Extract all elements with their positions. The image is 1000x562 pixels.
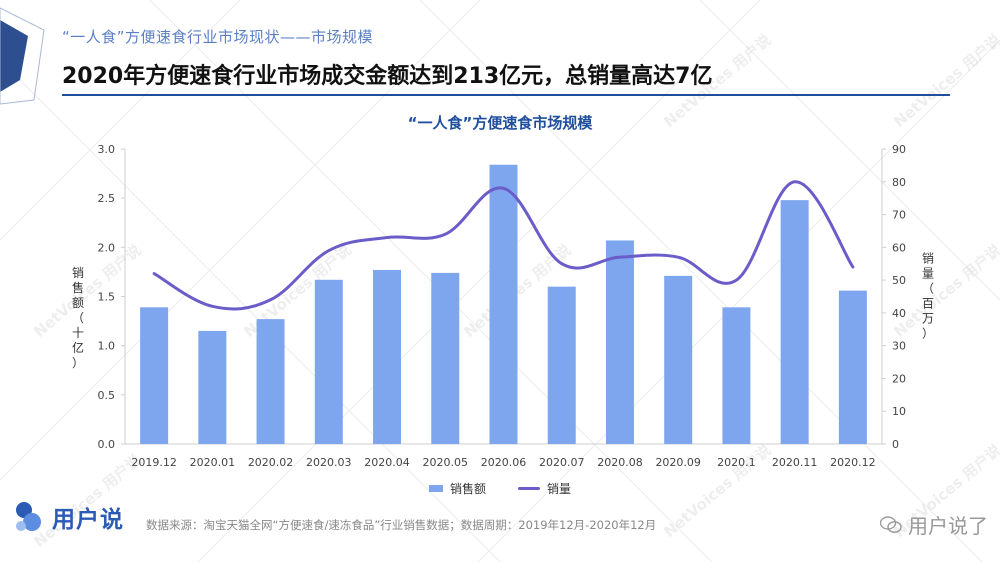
bar [780,200,809,444]
bar [140,307,169,444]
y-tick-label-left: 0.5 [98,389,116,402]
corner-decoration [0,7,45,105]
brand-logo: 用户说 [12,500,124,534]
y-tick-label-left: 1.5 [98,291,116,304]
y-tick-label-right: 70 [892,209,906,222]
x-tick-label: 2020.11 [772,456,818,469]
y-tick-label-left: 2.0 [98,241,116,254]
x-tick-label: 2020.12 [830,456,876,469]
bar [838,290,867,444]
legend-label: 销量 [547,482,572,496]
y-tick-label-right: 20 [892,372,906,385]
y-axis-title-left: 销售额（十亿） [72,266,84,370]
title-divider [62,94,950,96]
bar [314,279,343,444]
y-tick-label-left: 1.0 [98,340,116,353]
x-tick-label: 2020.05 [423,456,469,469]
x-tick-label: 2020.02 [248,456,294,469]
y-tick-label-right: 10 [892,405,906,418]
sales-volume-line [152,180,855,311]
y-tick-label-right: 50 [892,274,906,287]
y-axis-title-right: 销量（百万） [922,252,934,341]
bar [431,272,460,444]
legend-label: 销售额 [449,482,486,496]
page-subtitle: “一人食”方便速食行业市场现状——市场规模 [62,28,374,46]
chart-legend: 销售额 销量 [0,480,1000,497]
page-title: 2020年方便速食行业市场成交金额达到213亿元，总销量高达7亿 [62,64,713,89]
x-tick-label: 2020.08 [597,456,643,469]
legend-swatch-line [518,487,540,490]
x-tick-label: 2020.09 [655,456,701,469]
x-tick-label: 2020.04 [364,456,410,469]
y-tick-label-right: 30 [892,340,906,353]
bar [489,164,518,444]
wechat-account-name: 用户说了 [908,514,988,538]
x-tick-label: 2020.03 [306,456,352,469]
bar [198,330,227,444]
wechat-icon [880,515,902,533]
legend-item-sales-volume: 销量 [518,480,571,497]
logo-icon [16,502,41,531]
y-tick-label-right: 80 [892,176,906,189]
data-source-note: 数据来源：淘宝天猫全网“方便速食/速冻食品”行业销售数据；数据周期：2019年1… [146,518,657,532]
y-tick-label-right: 0 [892,438,899,451]
legend-item-sales-amount: 销售额 [428,480,486,497]
x-tick-label: 2020.1 [717,456,756,469]
legend-swatch-bar [428,485,443,492]
x-tick-label: 2020.01 [190,456,236,469]
y-tick-label-left: 0.0 [98,438,116,451]
x-tick-label: 2019.12 [131,456,177,469]
bar [373,269,402,444]
y-tick-label-left: 2.5 [98,192,116,205]
y-tick-label-right: 60 [892,241,906,254]
y-tick-label-right: 40 [892,307,906,320]
y-tick-label-left: 3.0 [98,143,116,156]
bar [605,240,634,444]
wechat-account: 用户说了 [880,510,988,539]
x-tick-label: 2020.06 [481,456,527,469]
bar [256,319,285,444]
chart-title: “一人食”方便速食市场规模 [407,114,593,132]
bar [664,275,693,444]
y-tick-label-right: 90 [892,143,906,156]
logo-text: 用户说 [52,507,124,533]
x-tick-label: 2020.07 [539,456,585,469]
bar [722,307,751,444]
bar [547,286,576,444]
